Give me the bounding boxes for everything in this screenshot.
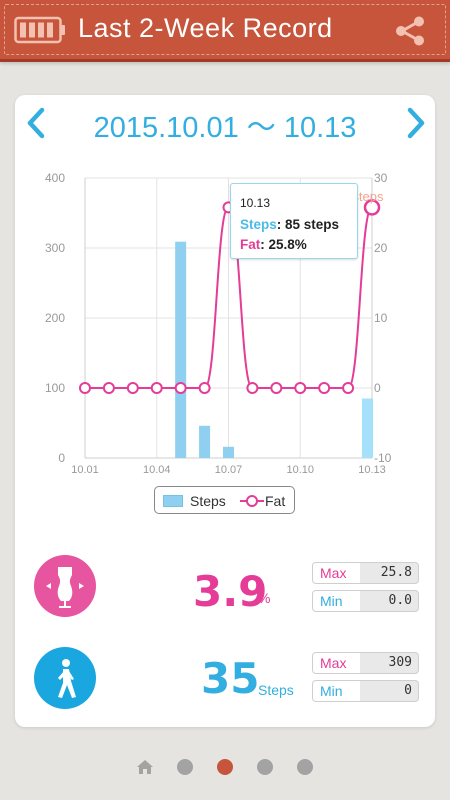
x-tick-label: 10.04 [143, 464, 171, 476]
x-tick-label: 10.10 [286, 464, 314, 476]
fat-point [102, 382, 115, 394]
page-dot-1[interactable] [177, 759, 193, 775]
y-left-tick-label: 0 [58, 451, 65, 465]
fat-max-label: Max [313, 563, 360, 583]
fat-min-label: Min [313, 591, 360, 611]
chevron-right-icon[interactable] [404, 107, 428, 139]
y-right-tick-label: 20 [374, 241, 388, 255]
fat-point [246, 382, 259, 394]
steps-min-label: Min [313, 681, 360, 701]
fat-point [363, 199, 381, 216]
fat-value: 3.9 [193, 567, 268, 616]
date-range: 2015.10.01 ～ 10.13 [93, 112, 357, 144]
y-left-tick-label: 400 [45, 171, 65, 185]
walking-icon [34, 647, 96, 709]
chevron-left-icon[interactable] [24, 107, 48, 139]
fat-min-value: 0.0 [388, 593, 412, 608]
fat-point [318, 382, 331, 394]
fat-unit: % [258, 590, 271, 606]
page-dot-3[interactable] [257, 759, 273, 775]
legend-steps-label: Steps [190, 493, 226, 509]
steps-max-label: Max [313, 653, 360, 673]
battery-icon [14, 15, 66, 50]
y-right-tick-label: -10 [374, 451, 392, 465]
fat-point [270, 382, 283, 394]
steps-max-value: 309 [388, 655, 412, 670]
share-icon[interactable] [393, 14, 427, 53]
fat-point [294, 382, 307, 394]
steps-bar [199, 425, 211, 458]
chart-tooltip: 10.13 Steps: 85 steps Fat: 25.8% [230, 183, 358, 259]
chart-legend: Steps Fat [154, 486, 295, 514]
steps-value: 35 [201, 654, 260, 703]
y-left-tick-label: 100 [45, 381, 65, 395]
legend-fat-label: Fat [265, 493, 286, 509]
y-left-tick-label: 300 [45, 241, 65, 255]
y-right-tick-label: 0 [374, 381, 381, 395]
body-figure-icon [34, 555, 96, 617]
fat-max-value: 25.8 [380, 565, 412, 580]
fat-max-row: Max 25.8 [312, 562, 419, 584]
app-header: Last 2-Week Record [0, 0, 450, 62]
page-title: Last 2-Week Record [78, 13, 333, 43]
steps-min-value: 0 [404, 683, 412, 698]
steps-unit: Steps [258, 682, 294, 698]
tooltip-fat-value: : 25.8% [260, 237, 307, 252]
x-tick-label: 10.13 [358, 464, 386, 476]
tooltip-fat-label: Fat [240, 237, 261, 252]
y-right-tick-label: 10 [374, 311, 388, 325]
x-tick-label: 10.07 [215, 464, 243, 476]
tooltip-date: 10.13 [240, 196, 271, 210]
steps-min-row: Min 0 [312, 680, 419, 702]
y-right-tick-label: 30 [374, 171, 388, 185]
steps-bar [223, 446, 234, 458]
legend-steps-swatch [163, 495, 183, 507]
fat-point [342, 382, 355, 394]
fat-point [174, 382, 187, 394]
y-left-tick-label: 200 [45, 311, 65, 325]
fat-point [150, 382, 163, 394]
tooltip-steps-label: Steps [240, 217, 277, 232]
steps-bar [175, 241, 187, 458]
home-icon[interactable] [136, 758, 154, 781]
legend-fat-swatch [240, 495, 264, 507]
fat-point [126, 382, 139, 394]
steps-max-row: Max 309 [312, 652, 419, 674]
fat-min-row: Min 0.0 [312, 590, 419, 612]
page-dot-2[interactable] [217, 759, 233, 775]
fat-point [198, 382, 211, 394]
steps-bar [362, 398, 373, 458]
fat-point [79, 382, 91, 394]
tooltip-steps-value: : 85 steps [276, 217, 340, 232]
x-tick-label: 10.01 [71, 464, 99, 476]
page-dot-4[interactable] [297, 759, 313, 775]
